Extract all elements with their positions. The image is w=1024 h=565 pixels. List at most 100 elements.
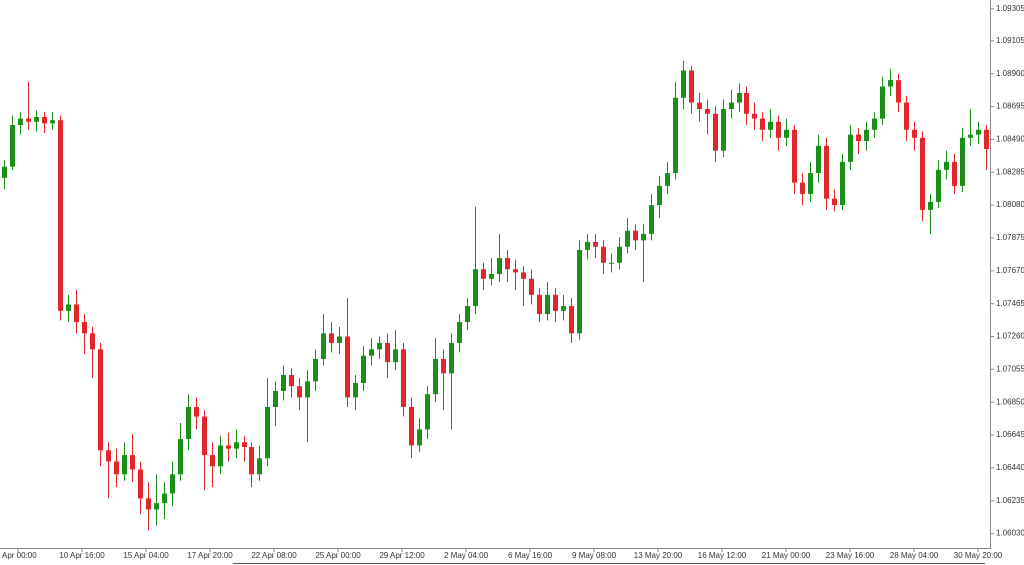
candle-body xyxy=(649,205,654,234)
candle-body xyxy=(473,269,478,307)
candle-body xyxy=(162,493,167,504)
x-tick-label: 22 Apr 08:00 xyxy=(251,551,297,560)
candle-body xyxy=(401,349,406,407)
candle-body xyxy=(265,406,270,459)
candle-body xyxy=(721,108,726,151)
candle-body xyxy=(273,390,278,407)
candle-body xyxy=(888,80,893,87)
candle-body xyxy=(337,336,342,343)
candle-body xyxy=(513,269,518,273)
candle-body xyxy=(529,278,534,295)
candle-body xyxy=(625,230,630,247)
candle-body xyxy=(776,121,781,138)
candle-body xyxy=(345,336,350,398)
x-tick-label: 15 Apr 04:00 xyxy=(123,551,169,560)
candle-body xyxy=(816,145,821,174)
x-tick-label: 9 May 08:00 xyxy=(572,551,617,560)
candle-body xyxy=(489,274,494,279)
candle-body xyxy=(505,257,510,270)
x-tick-label: 16 May 12:00 xyxy=(698,551,747,560)
candle-body xyxy=(242,442,247,448)
candle-body xyxy=(609,262,614,264)
candle-body xyxy=(928,201,933,210)
candle-body xyxy=(170,474,175,494)
candle-body xyxy=(186,406,191,440)
candle-body xyxy=(904,102,909,130)
candle-body xyxy=(481,269,486,279)
candle-body xyxy=(257,458,262,475)
candle-body xyxy=(617,246,622,263)
candle-body xyxy=(305,381,310,398)
y-tick-label: 1.07670 xyxy=(996,266,1024,275)
x-tick-label: 30 May 20:00 xyxy=(954,551,1003,560)
candle-body xyxy=(752,113,757,119)
candle-body xyxy=(154,503,159,510)
candle-body xyxy=(369,349,374,356)
candle-body xyxy=(457,322,462,343)
candle-body xyxy=(657,185,662,206)
candle-body xyxy=(936,169,941,202)
candle-body xyxy=(569,306,574,334)
x-tick-label: 21 May 00:00 xyxy=(762,551,811,560)
y-tick-label: 1.08490 xyxy=(996,135,1024,144)
x-tick-label: 2 May 04:00 xyxy=(444,551,489,560)
candle-body xyxy=(744,92,749,114)
candle-body xyxy=(178,439,183,475)
candle-body xyxy=(218,445,223,467)
x-tick-label: 29 Apr 12:00 xyxy=(379,551,425,560)
candle-body xyxy=(122,455,127,475)
candle-body xyxy=(82,322,87,334)
candle-body xyxy=(856,134,861,142)
candle-body xyxy=(848,134,853,162)
candle-body xyxy=(792,129,797,183)
y-tick-label: 1.09305 xyxy=(996,4,1024,13)
candle-body xyxy=(234,442,239,449)
candle-body xyxy=(66,304,71,311)
candle-body xyxy=(441,358,446,374)
candle-body xyxy=(561,306,566,311)
y-tick-label: 1.06235 xyxy=(996,496,1024,505)
candle-body xyxy=(90,333,95,350)
candle-body xyxy=(281,374,286,391)
candle-body xyxy=(449,342,454,374)
candle-body xyxy=(130,455,135,470)
candle-body xyxy=(393,349,398,363)
y-tick-label: 1.08695 xyxy=(996,102,1024,111)
candle-body xyxy=(433,358,438,395)
candle-body xyxy=(353,382,358,398)
candle-body xyxy=(824,145,829,199)
x-tick-label: 13 May 20:00 xyxy=(634,551,683,560)
x-tick-label: 10 Apr 16:00 xyxy=(59,551,105,560)
candle-body xyxy=(321,333,326,359)
candle-body xyxy=(146,498,151,510)
candle-body xyxy=(425,394,430,430)
y-tick-label: 1.08900 xyxy=(996,69,1024,78)
candle-body xyxy=(329,333,334,343)
y-tick-label: 1.08080 xyxy=(996,200,1024,209)
candle-body xyxy=(577,249,582,334)
candle-body xyxy=(673,97,678,174)
candle-body xyxy=(289,374,294,387)
candle-body xyxy=(920,137,925,210)
candle-body xyxy=(681,70,686,98)
candle-body xyxy=(553,294,558,311)
candle-body xyxy=(705,108,710,114)
x-tick-label: 17 Apr 20:00 xyxy=(187,551,233,560)
candle-body xyxy=(465,306,470,323)
candle-body xyxy=(976,129,981,135)
candle-body xyxy=(74,304,79,323)
y-tick-label: 1.07465 xyxy=(996,299,1024,308)
candle-body xyxy=(2,166,7,178)
candle-body xyxy=(880,86,885,119)
candle-body xyxy=(872,118,877,130)
candle-body xyxy=(545,294,550,315)
candle-body xyxy=(800,182,805,194)
candle-body xyxy=(42,116,47,124)
candle-body xyxy=(138,469,143,499)
candle-body xyxy=(713,113,718,151)
candle-body xyxy=(10,124,15,167)
candle-body xyxy=(665,173,670,186)
y-tick-label: 1.07055 xyxy=(996,364,1024,373)
candle-body xyxy=(297,386,302,398)
